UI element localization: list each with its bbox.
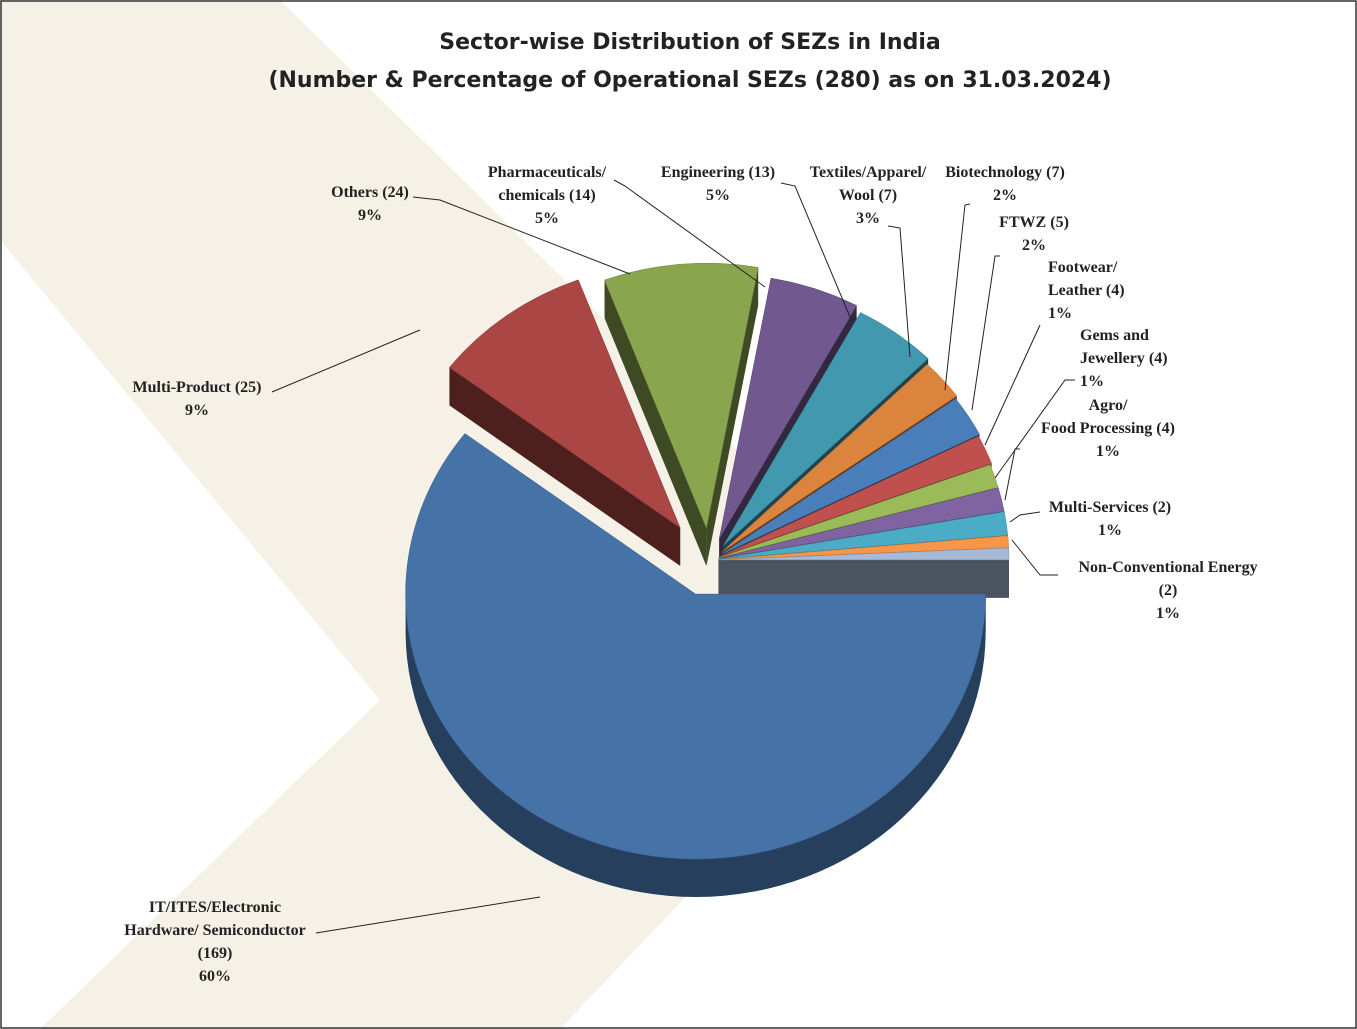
value-label: (4) (1105, 282, 1125, 299)
slice (718, 487, 1005, 559)
slice (718, 535, 1009, 560)
leader-line (944, 203, 971, 391)
category-label: Textiles/Apparel/ Wool (809, 164, 927, 204)
slice (722, 312, 929, 547)
data-label: FTWZ (5) 2% (999, 211, 1069, 257)
data-label: Pharmaceuticals/ chemicals (14) 5% (488, 161, 606, 230)
category-label: Pharmaceuticals/ chemicals (487, 164, 607, 204)
category-label: Engineering (660, 164, 745, 181)
value-label: (7) (1046, 164, 1065, 181)
slice (604, 262, 759, 529)
percent-label: 1% (1080, 373, 1104, 390)
percent-label: 5% (534, 210, 559, 227)
value-label: (25) (234, 379, 262, 396)
leader-line (412, 196, 631, 275)
data-label: Textiles/Apparel/ Wool (7) 3% (810, 161, 926, 230)
category-label: Gems and Jewellery (1080, 327, 1149, 367)
slice-side (706, 267, 759, 567)
chart-subtitle: (Number & Percentage of Operational SEZs… (268, 68, 1112, 93)
value-label: (5) (1050, 214, 1069, 231)
slice (719, 435, 992, 557)
category-label: FTWZ (999, 214, 1047, 231)
chart-title: Sector-wise Distribution of SEZs in Indi… (439, 30, 941, 55)
value-label: (7) (878, 187, 898, 204)
percent-label: 5% (706, 187, 730, 204)
data-label: Gems and Jewellery (4) 1% (1080, 324, 1168, 393)
percent-label: 1% (1048, 305, 1072, 322)
data-label: Multi-Product (25) 9% (132, 376, 261, 422)
slice (721, 363, 958, 552)
value-label: (4) (1156, 420, 1175, 437)
leader-line (1004, 448, 1020, 501)
data-label: Footwear/ Leather (4) 1% (1048, 256, 1125, 325)
leader-line (271, 329, 421, 393)
data-label: Multi-Services (2) 1% (1049, 496, 1171, 542)
leader-line (971, 255, 1000, 411)
slice (719, 277, 858, 539)
percent-label: 2% (1022, 237, 1046, 254)
leader-lines (271, 179, 1075, 934)
value-label: (14) (568, 187, 596, 204)
slice-side (604, 280, 707, 567)
leader-line (613, 179, 766, 288)
category-label: Agro/ Food Processing (1041, 397, 1153, 437)
data-label: IT/ITES/Electronic Hardware/ Semiconduct… (124, 896, 305, 988)
category-label: IT/ITES/Electronic Hardware/ Semiconduct… (124, 899, 306, 939)
slice (449, 279, 681, 529)
leader-line (1009, 511, 1041, 523)
leader-line (1011, 539, 1058, 576)
category-label: Footwear/ Leather (1048, 259, 1118, 299)
value-label: (2) (1158, 582, 1178, 599)
percent-label: 9% (184, 402, 209, 419)
category-label: Non-Conventional Energy (1078, 559, 1258, 576)
slice (720, 398, 980, 555)
data-label: Non-Conventional Energy (2) 1% (1074, 556, 1263, 625)
leader-line (887, 225, 911, 358)
percent-label: 9% (357, 207, 382, 224)
data-label: Engineering (13) 5% (661, 161, 775, 207)
value-label: (169) (197, 945, 233, 962)
slice (718, 511, 1009, 560)
category-label: Multi-Product (132, 379, 231, 396)
value-label: (13) (748, 164, 776, 181)
percent-label: 1% (1098, 522, 1122, 539)
percent-label: 3% (855, 210, 880, 227)
leader-line (315, 896, 541, 934)
data-label: Biotechnology (7) 2% (945, 161, 1065, 207)
value-label: (4) (1148, 350, 1168, 367)
slice (718, 464, 999, 559)
leader-line (984, 324, 1041, 446)
percent-label: 1% (1156, 605, 1180, 622)
leader-line (780, 182, 851, 318)
data-label: Others (24) 9% (331, 181, 409, 227)
slice-side (718, 559, 1009, 598)
category-label: Multi-Services (1048, 499, 1149, 516)
value-label: (2) (1152, 499, 1172, 516)
pie (405, 262, 1010, 898)
value-label: (24) (382, 184, 409, 201)
category-label: Biotechnology (945, 164, 1043, 181)
leader-line (994, 379, 1075, 479)
percent-label: 2% (992, 187, 1017, 204)
percent-label: 60% (199, 968, 231, 985)
data-label: Agro/ Food Processing (4) 1% (1041, 394, 1175, 463)
category-label: Others (331, 184, 379, 201)
slice-side (449, 367, 681, 566)
slice (718, 547, 1010, 561)
slice (405, 433, 986, 860)
percent-label: 1% (1095, 443, 1120, 460)
